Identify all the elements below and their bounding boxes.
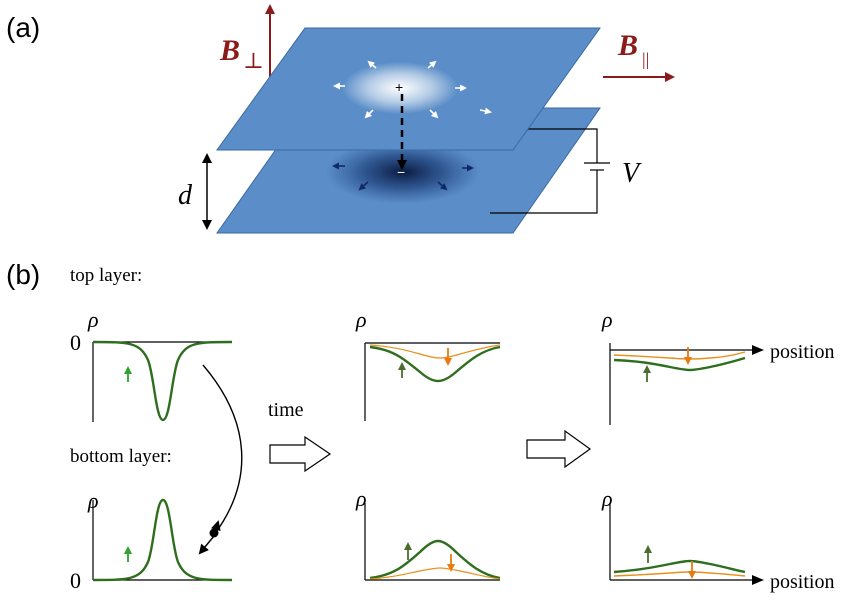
- voltage-circuit: [490, 128, 610, 214]
- stage2-top-plot: [364, 342, 501, 421]
- stage3-bottom-rho: ρ: [601, 486, 613, 511]
- b-perp-subscript: ⊥: [243, 48, 264, 73]
- stage1-top-rho: ρ: [87, 307, 99, 332]
- stage3-top-plot: [609, 343, 764, 425]
- stage1-bottom-zero: 0: [70, 568, 81, 593]
- panel-a-label: (a): [6, 12, 40, 43]
- stage3-top-rho: ρ: [601, 307, 613, 332]
- stage3-bottom-position-label: position: [770, 571, 834, 593]
- plus-sign: +: [395, 79, 403, 95]
- voltage-label: V: [622, 158, 642, 189]
- bottom-layer-label: bottom layer:: [70, 446, 172, 467]
- top-field-arrows: [333, 60, 492, 119]
- stage2-bottom-rho: ρ: [355, 486, 367, 511]
- bottom-field-arrows: [332, 162, 474, 191]
- tunneling-arrow: [198, 364, 243, 555]
- stage1-bottom-plot: [92, 498, 233, 582]
- b-par-symbol: B: [617, 29, 638, 62]
- minus-sign: −: [397, 164, 405, 180]
- stage3-top-position-label: position: [770, 341, 834, 363]
- panel-b-label: (b): [6, 259, 40, 290]
- b-perp-symbol: B: [219, 34, 240, 67]
- stage1-top-zero: 0: [70, 330, 81, 355]
- b-par-subscript: ||: [642, 49, 649, 69]
- distance-label: d: [178, 180, 193, 211]
- time-label: time: [268, 399, 304, 421]
- time-arrow-1: [269, 435, 332, 473]
- top-layer-label: top layer:: [70, 265, 142, 286]
- stage2-bottom-plot: [364, 503, 501, 581]
- stage3-bottom-plot: [609, 503, 764, 585]
- time-arrow-2: [526, 429, 592, 469]
- stage2-top-rho: ρ: [355, 307, 367, 332]
- stage1-bottom-rho: ρ: [87, 488, 99, 513]
- positive-charge-cloud: [342, 62, 458, 114]
- stage1-top-plot: [92, 340, 233, 422]
